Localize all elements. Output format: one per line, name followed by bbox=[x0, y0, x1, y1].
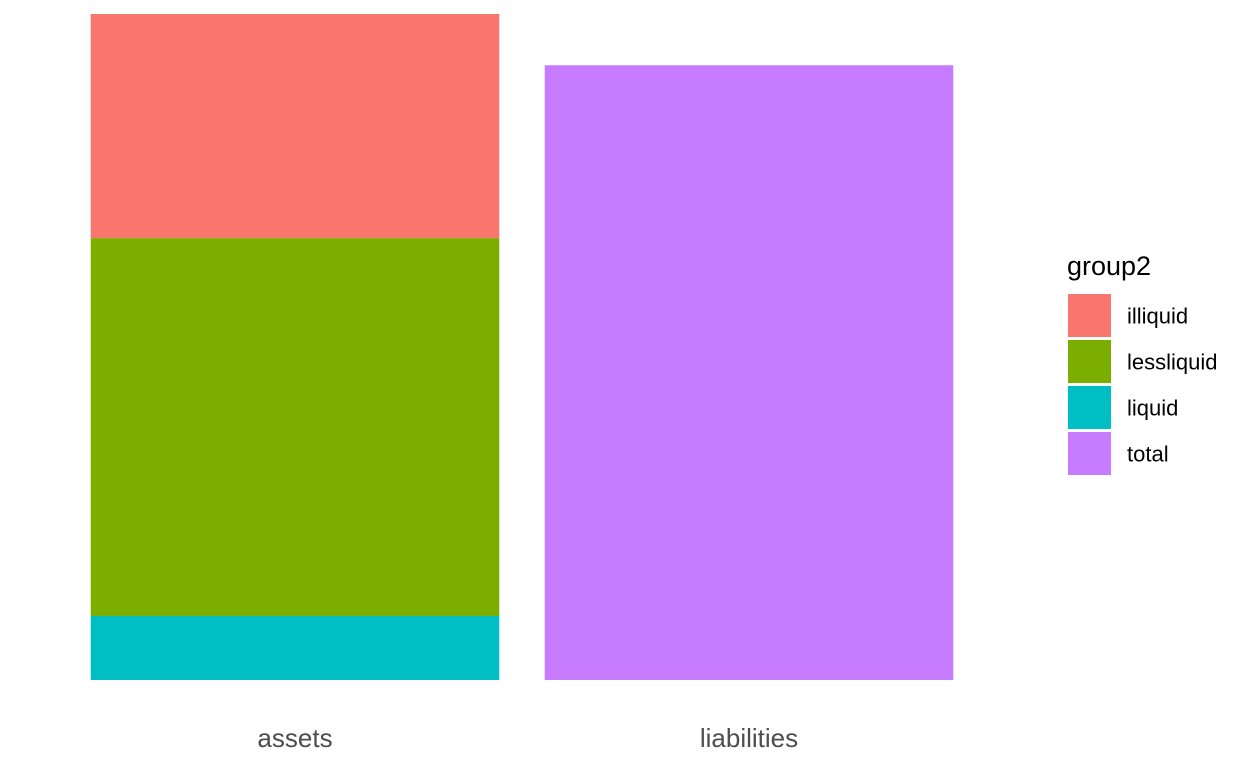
x-tick-label-liabilities: liabilities bbox=[700, 723, 798, 753]
legend-label-liquid: liquid bbox=[1127, 396, 1178, 421]
legend-key-lessliquid bbox=[1068, 340, 1111, 383]
bar-segment-assets-illiquid bbox=[90, 14, 500, 239]
legend-key-liquid bbox=[1068, 386, 1111, 429]
bar-segment-liabilities-total bbox=[544, 65, 954, 681]
bar-segment-assets-liquid bbox=[90, 615, 500, 680]
legend-label-lessliquid: lessliquid bbox=[1127, 350, 1218, 375]
bar-segment-assets-lessliquid bbox=[90, 238, 500, 616]
legend-key-total bbox=[1068, 432, 1111, 475]
legend: group2 illiquid lessliquid liquid total bbox=[1067, 251, 1218, 475]
x-axis: assets liabilities bbox=[257, 723, 798, 753]
legend-items: illiquid lessliquid liquid total bbox=[1068, 294, 1218, 475]
bars-layer bbox=[90, 14, 954, 681]
legend-key-illiquid bbox=[1068, 294, 1111, 337]
legend-label-illiquid: illiquid bbox=[1127, 304, 1188, 329]
legend-title: group2 bbox=[1067, 251, 1151, 281]
legend-label-total: total bbox=[1127, 442, 1169, 467]
x-tick-label-assets: assets bbox=[257, 723, 332, 753]
